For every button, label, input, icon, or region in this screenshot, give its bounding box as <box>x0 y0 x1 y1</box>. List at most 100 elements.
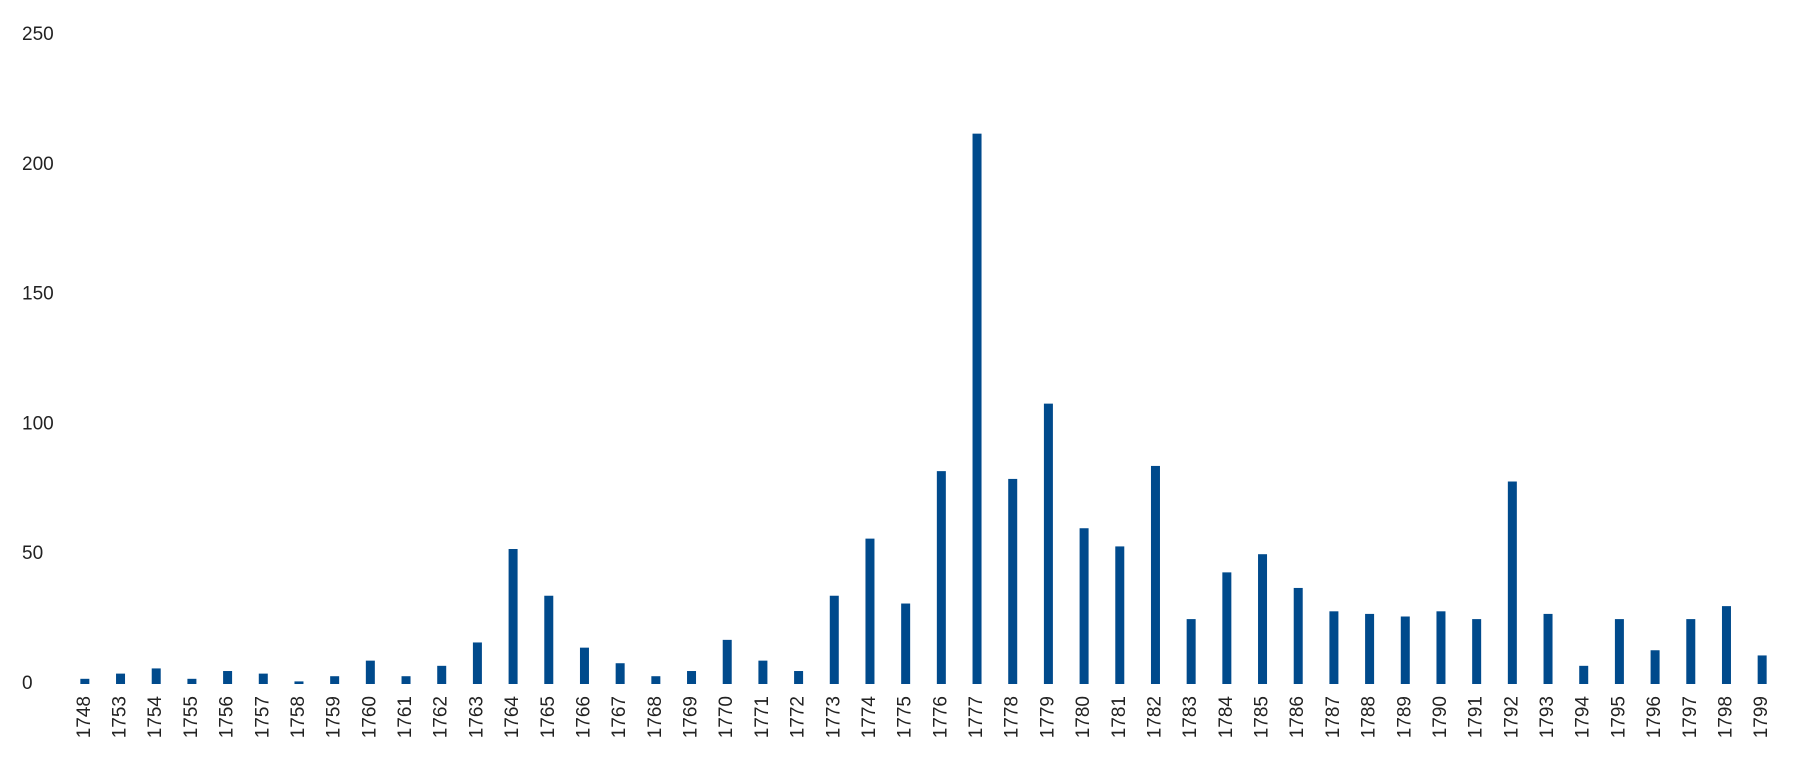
bar <box>294 681 304 684</box>
bar <box>151 668 161 684</box>
bar <box>1543 613 1553 684</box>
x-tick-label: 1793 <box>1537 696 1558 738</box>
bar <box>1650 650 1660 684</box>
x-tick-label: 1781 <box>1109 696 1130 738</box>
x-tick-label: 1754 <box>145 696 166 739</box>
bar <box>901 603 911 684</box>
bar <box>1115 546 1125 684</box>
x-tick-label: 1780 <box>1073 696 1094 738</box>
bar <box>1293 587 1303 684</box>
x-tick-label: 1771 <box>752 696 773 738</box>
x-tick-label: 1759 <box>324 696 345 738</box>
x-tick-label: 1753 <box>110 696 131 738</box>
bar <box>258 673 268 684</box>
x-tick-label: 1797 <box>1680 696 1701 738</box>
x-tick-label: 1775 <box>895 696 916 738</box>
x-tick-label: 1778 <box>1002 696 1023 738</box>
bar <box>1329 611 1339 684</box>
bar <box>1008 478 1018 684</box>
bar <box>330 676 340 684</box>
x-tick-label: 1755 <box>181 696 202 738</box>
y-tick-label: 150 <box>22 284 54 305</box>
x-tick-label: 1764 <box>502 696 523 739</box>
x-tick-label: 1791 <box>1466 696 1487 738</box>
bar <box>1043 403 1053 684</box>
x-tick-label: 1763 <box>466 696 487 738</box>
y-tick-label: 50 <box>22 543 43 564</box>
x-tick-label: 1790 <box>1430 696 1451 738</box>
x-tick-label: 1784 <box>1216 696 1237 739</box>
bar <box>865 538 875 684</box>
bar <box>1686 619 1696 684</box>
x-tick-label: 1774 <box>859 696 880 739</box>
bar <box>615 663 625 684</box>
bar <box>365 660 375 684</box>
bar <box>651 676 661 684</box>
bar <box>187 678 197 684</box>
bar <box>1507 481 1517 684</box>
bar <box>1079 528 1089 684</box>
x-tick-label: 1783 <box>1180 696 1201 738</box>
y-tick-label: 0 <box>22 673 33 694</box>
bar <box>758 660 768 684</box>
bar <box>1400 616 1410 684</box>
x-tick-label: 1796 <box>1644 696 1665 738</box>
bar <box>794 671 804 684</box>
bar <box>1472 619 1482 684</box>
x-tick-label: 1772 <box>788 696 809 738</box>
bar <box>1186 619 1196 684</box>
bar <box>437 665 447 684</box>
bar <box>1150 465 1160 684</box>
bar <box>472 642 482 684</box>
bar <box>401 676 411 684</box>
x-tick-label: 1767 <box>609 696 630 738</box>
bar <box>1614 619 1624 684</box>
bar <box>544 595 554 684</box>
x-tick-label: 1776 <box>930 696 951 738</box>
x-tick-label: 1757 <box>252 696 273 738</box>
x-tick-label: 1794 <box>1573 696 1594 739</box>
x-tick-label: 1788 <box>1359 696 1380 738</box>
x-tick-label: 1768 <box>645 696 666 738</box>
x-tick-label: 1789 <box>1394 696 1415 738</box>
x-tick-label: 1765 <box>538 696 559 738</box>
x-tick-label: 1795 <box>1608 696 1629 738</box>
bar <box>829 595 839 684</box>
bar <box>116 673 126 684</box>
bar <box>1579 665 1589 684</box>
bar <box>972 133 982 684</box>
x-tick-label: 1773 <box>823 696 844 738</box>
x-tick-label: 1761 <box>395 696 416 738</box>
x-tick-label: 1748 <box>74 696 95 738</box>
x-tick-label: 1777 <box>966 696 987 738</box>
y-tick-label: 100 <box>22 413 54 434</box>
x-tick-label: 1766 <box>573 696 594 738</box>
bar <box>1365 613 1375 684</box>
x-tick-label: 1760 <box>359 696 380 738</box>
x-tick-label: 1786 <box>1287 696 1308 738</box>
bar <box>722 639 732 684</box>
x-tick-label: 1798 <box>1715 696 1736 738</box>
x-tick-label: 1782 <box>1144 696 1165 738</box>
bar <box>508 549 518 684</box>
x-tick-label: 1770 <box>716 696 737 738</box>
bar <box>80 678 90 684</box>
x-tick-label: 1762 <box>431 696 452 738</box>
bar <box>687 671 697 684</box>
x-tick-label: 1779 <box>1037 696 1058 738</box>
x-tick-label: 1758 <box>288 696 309 738</box>
bar <box>1222 572 1232 684</box>
x-tick-label: 1792 <box>1501 696 1522 738</box>
bar <box>1757 655 1767 684</box>
bar <box>1258 554 1268 684</box>
bar <box>223 671 233 684</box>
x-tick-label: 1785 <box>1252 696 1273 738</box>
bar <box>936 471 946 684</box>
x-tick-label: 1756 <box>217 696 238 738</box>
x-tick-label: 1769 <box>681 696 702 738</box>
bar <box>1436 611 1446 684</box>
y-tick-label: 250 <box>22 24 54 45</box>
y-tick-label: 200 <box>22 154 54 175</box>
x-tick-label: 1799 <box>1751 696 1772 738</box>
